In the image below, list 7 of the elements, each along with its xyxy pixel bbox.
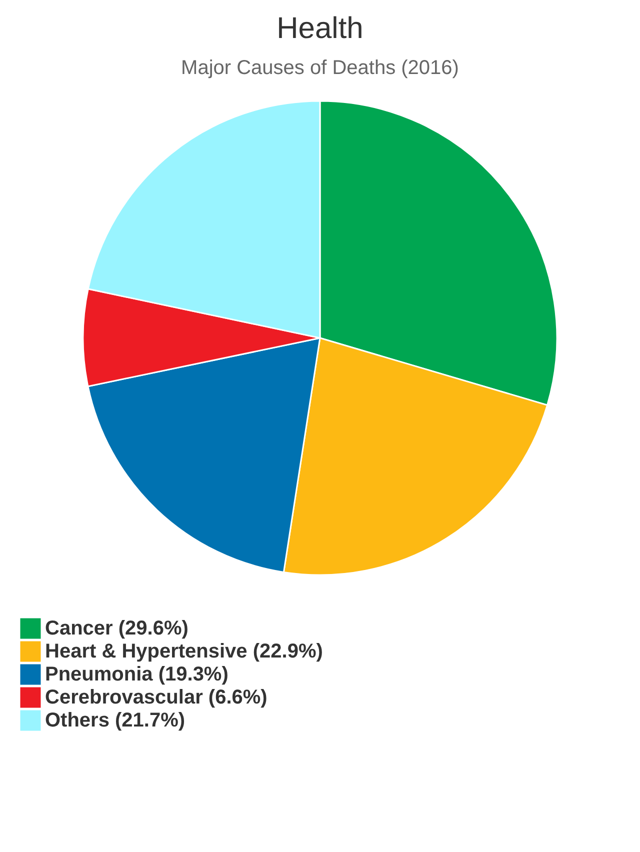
legend-label: Heart & Hypertensive (22.9%) [45, 640, 323, 662]
legend-label: Pneumonia (19.3%) [45, 664, 228, 686]
legend-label: Cancer (29.6%) [45, 618, 188, 640]
chart-subtitle: Major Causes of Deaths (2016) [181, 57, 459, 79]
chart-title: Health [276, 12, 364, 45]
legend-label: Others (21.7%) [45, 710, 186, 732]
legend-label: Cerebrovascular (6.6%) [45, 686, 268, 708]
